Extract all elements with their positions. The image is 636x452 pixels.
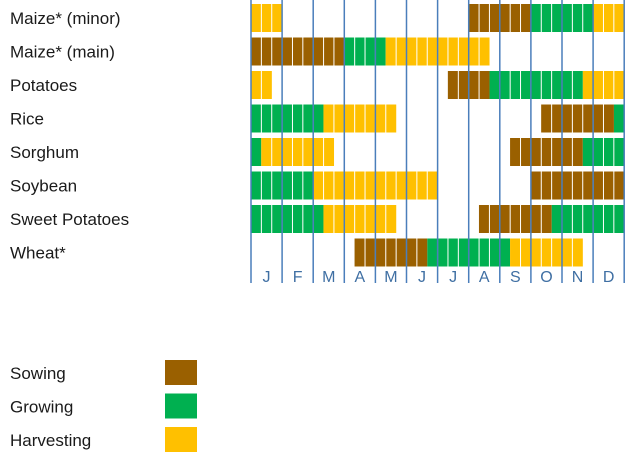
legend-label-sowing: Sowing <box>10 364 66 383</box>
crop-label: Soybean <box>10 177 77 196</box>
month-label: O <box>540 269 552 286</box>
bar-segment-growing <box>613 104 625 133</box>
month-label: J <box>418 269 426 286</box>
bar-segment-sowing <box>251 37 345 66</box>
bar-segment-growing <box>489 71 583 99</box>
legend-swatch-sowing <box>165 360 197 385</box>
bar-segment-harvesting <box>261 138 335 166</box>
bar-segment-sowing <box>354 238 428 267</box>
bar-segment-harvesting <box>323 205 397 233</box>
legend-label-harvesting: Harvesting <box>10 431 91 450</box>
bar-segment-growing <box>251 138 262 166</box>
month-label: N <box>572 269 584 286</box>
bar-segment-sowing <box>541 104 614 133</box>
bar-segment-sowing <box>510 138 583 166</box>
month-label: M <box>384 269 397 286</box>
crop-label: Maize* (minor) <box>10 9 121 28</box>
bar-segment-growing <box>251 104 324 133</box>
crop-labels: Maize* (minor) Maize* (main) Potatoes Rice S… <box>10 9 129 263</box>
bar-segment-harvesting <box>593 4 625 32</box>
legend-label-growing: Growing <box>10 398 73 417</box>
crop-label: Sorghum <box>10 143 79 162</box>
month-label: J <box>449 269 457 286</box>
bar-segment-growing <box>251 205 324 233</box>
month-label: D <box>603 269 615 286</box>
bar-segment-sowing <box>530 171 625 200</box>
crop-label: Wheat* <box>10 244 66 263</box>
legend: Sowing Growing Harvesting <box>10 360 197 452</box>
month-label: M <box>322 269 335 286</box>
month-label: J <box>263 269 271 286</box>
crop-label: Potatoes <box>10 76 77 95</box>
month-label: S <box>510 269 521 286</box>
bar-segment-growing <box>551 205 625 233</box>
crop-label: Rice <box>10 110 44 129</box>
month-gridlines <box>250 0 625 283</box>
bar-segment-harvesting <box>323 104 397 133</box>
month-label: A <box>355 269 366 286</box>
month-label: F <box>293 269 303 286</box>
crop-label: Maize* (main) <box>10 43 115 62</box>
bar-segment-harvesting <box>251 4 283 32</box>
legend-swatch-harvesting <box>165 427 197 452</box>
crop-label: Sweet Potatoes <box>10 210 129 229</box>
legend-swatch-growing <box>165 393 197 419</box>
bar-segment-harvesting <box>510 238 583 267</box>
bar-segment-sowing <box>478 205 552 233</box>
month-label: A <box>479 269 490 286</box>
